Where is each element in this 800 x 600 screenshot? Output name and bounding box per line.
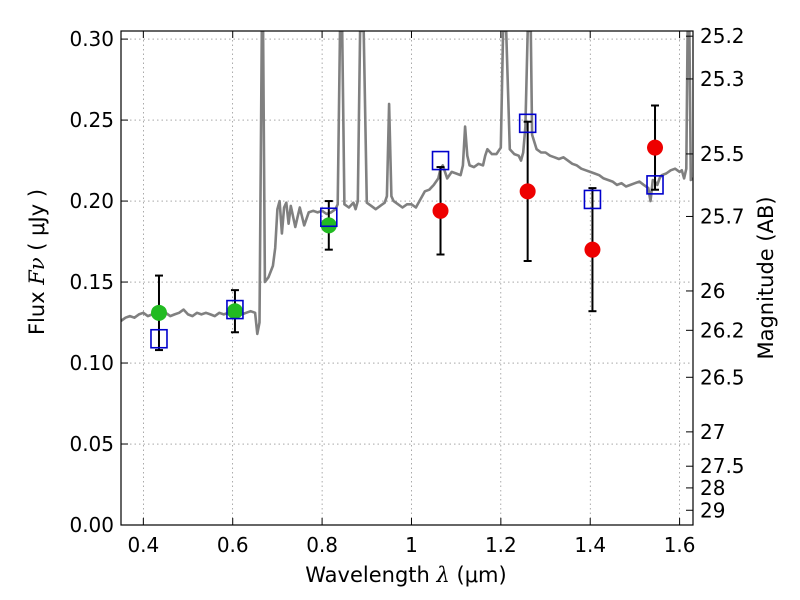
photometry-point <box>226 303 243 320</box>
y-tick-label: 0.20 <box>69 189 114 213</box>
model-photometry-square <box>518 113 537 134</box>
y2-tick-label: 26 <box>700 279 725 303</box>
y2-tick-label: 25.3 <box>700 67 745 91</box>
y-tick-label: 0.25 <box>69 108 114 132</box>
y2-tick-label: 25.2 <box>700 24 745 48</box>
y-tick-label: 0.00 <box>69 513 114 537</box>
photometry-point <box>320 217 337 234</box>
y2-axis-label: Magnitude (AB) <box>754 196 778 359</box>
grid <box>121 31 693 525</box>
x-tick-label: 0.6 <box>217 533 249 557</box>
y2-tick-label: 26.5 <box>700 365 745 389</box>
plot-area <box>121 31 693 352</box>
y2-tick-label: 25.5 <box>700 142 745 166</box>
x-tick-label: 1 <box>405 533 418 557</box>
x-tick-label: 0.8 <box>306 533 338 557</box>
y2-tick-label: 29 <box>700 498 725 522</box>
y2-tick-label: 25.7 <box>700 204 745 228</box>
plot-frame <box>120 30 694 526</box>
photometry-point <box>647 139 664 156</box>
x-tick-label: 0.4 <box>127 533 159 557</box>
model-photometry-square <box>646 175 664 195</box>
model-photometry-square <box>150 328 168 349</box>
axis-ticks: 0.4 0.6 0.8 1 1.2 1.4 1.6 0.00 0.05 0.10 0.15 0.20 0… <box>69 24 744 557</box>
y2-tick-label: 28 <box>700 476 725 500</box>
x-tick-label: 1.6 <box>664 533 696 557</box>
photometry-point <box>519 183 536 200</box>
x-tick-label: 1.2 <box>485 533 517 557</box>
y-tick-label: 0.05 <box>69 432 114 456</box>
photometry-point <box>150 304 167 321</box>
x-tick-label: 1.4 <box>574 533 606 557</box>
model-photometry-square <box>226 299 244 320</box>
y2-tick-label: 26.2 <box>700 318 745 342</box>
model-photometry-square <box>583 189 602 210</box>
y2-tick-label: 27.5 <box>700 454 745 478</box>
spectrum-line <box>121 31 693 336</box>
photometry-point <box>584 241 601 258</box>
y-tick-label: 0.30 <box>69 27 114 51</box>
model-photometry-square <box>431 150 450 171</box>
model-photometry-square <box>319 207 338 228</box>
y-tick-label: 0.15 <box>69 270 114 294</box>
x-axis-label: Wavelength λ (μm) <box>305 563 506 587</box>
y2-tick-label: 27 <box>700 420 725 444</box>
photometry-point <box>432 202 449 219</box>
y-tick-label: 0.10 <box>69 351 114 375</box>
y-axis-label: Flux Fν ( μJy ) <box>25 189 49 335</box>
